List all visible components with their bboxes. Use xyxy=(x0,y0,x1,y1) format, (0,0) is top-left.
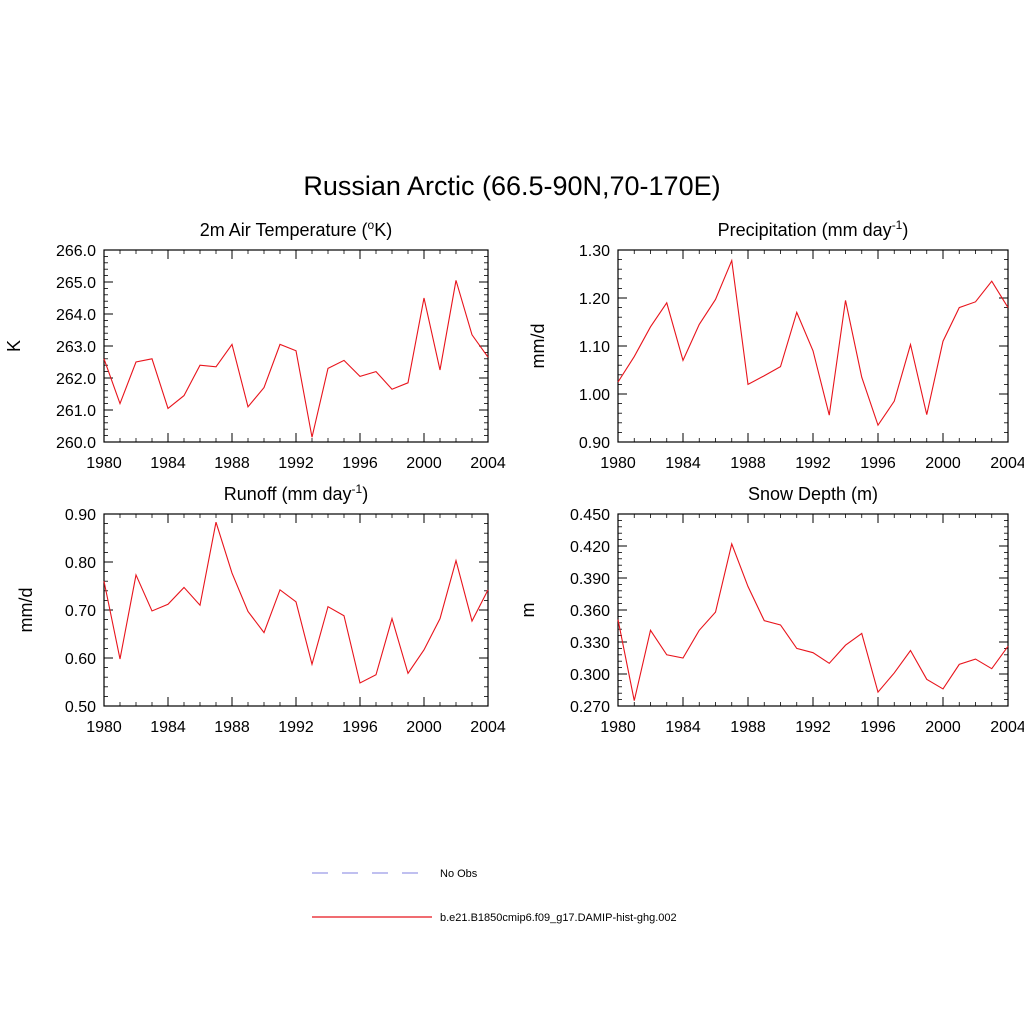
legend-label-1: No Obs xyxy=(440,868,478,880)
plot-frame xyxy=(103,513,489,707)
chart-title-superscript: -1 xyxy=(892,218,903,232)
y-axis-label: K xyxy=(4,340,24,352)
plot-frame xyxy=(617,249,1009,443)
y-tick-label: 266.0 xyxy=(56,243,96,260)
legend: No Obs b.e21.B1850cmip6.f09_g17.DAMIP-his… xyxy=(312,868,677,924)
chart-panel-4: 1980 1984 1988 1992 1996 2000 2004 0.270 0.300 0.… xyxy=(518,484,1024,736)
x-tick-label: 1996 xyxy=(860,455,896,472)
y-axis-label: m xyxy=(518,603,538,618)
x-tick-label: 1984 xyxy=(150,455,186,472)
x-tick-label: 1992 xyxy=(795,455,831,472)
y-tick-label: 1.30 xyxy=(579,243,610,260)
chart-title-tail: K) xyxy=(374,220,392,240)
x-tick-label: 1980 xyxy=(600,455,636,472)
x-tick-label: 1992 xyxy=(278,455,314,472)
x-tick-label: 2000 xyxy=(925,719,961,736)
y-axis-label: mm/d xyxy=(16,588,36,633)
y-tick-label: 0.90 xyxy=(65,507,96,524)
page-title: Russian Arctic (66.5-90N,70-170E) xyxy=(303,171,720,201)
x-tick-label: 1996 xyxy=(342,455,378,472)
plot-frame xyxy=(617,513,1009,707)
y-tick-label: 0.60 xyxy=(65,651,96,668)
y-tick-label: 1.10 xyxy=(579,339,610,356)
chart-title-main: Precipitation (mm day xyxy=(718,220,892,240)
x-tick-label: 2000 xyxy=(406,719,442,736)
y-tick-label: 261.0 xyxy=(56,403,96,420)
y-tick-label: 0.360 xyxy=(570,603,610,620)
x-tick-label: 2004 xyxy=(470,719,506,736)
x-tick-label: 1988 xyxy=(214,455,250,472)
chart-panel-1: 1980 1984 1988 1992 1996 2000 2004 260.0 261.0 26… xyxy=(4,218,506,472)
chart-title: 2m Air Temperature (oK) xyxy=(200,218,392,240)
chart-title-superscript: o xyxy=(368,218,375,232)
x-tick-label: 1980 xyxy=(86,719,122,736)
chart-title: Precipitation (mm day-1) xyxy=(718,218,909,240)
y-axis-label: mm/d xyxy=(528,324,548,369)
y-tick-label: 260.0 xyxy=(56,435,96,452)
series-line-1 xyxy=(617,542,1009,701)
x-tick-label: 2004 xyxy=(990,455,1024,472)
chart-title-superscript: -1 xyxy=(352,482,363,496)
y-tick-label: 0.270 xyxy=(570,699,610,716)
chart-title-main: Snow Depth (m) xyxy=(748,484,878,504)
x-tick-label: 1980 xyxy=(600,719,636,736)
chart-title-main: Runoff (mm day xyxy=(224,484,352,504)
x-tick-label: 2004 xyxy=(990,719,1024,736)
chart-panel-2: 1980 1984 1988 1992 1996 2000 2004 0.90 1.00 1.10… xyxy=(528,218,1024,472)
chart-panel-3: 1980 1984 1988 1992 1996 2000 2004 0.50 0.60 0.70… xyxy=(16,482,506,736)
chart-title-main: 2m Air Temperature ( xyxy=(200,220,368,240)
y-tick-label: 0.80 xyxy=(65,555,96,572)
y-tick-label: 1.00 xyxy=(579,387,610,404)
chart-title: Snow Depth (m) xyxy=(748,484,878,504)
plot-frame xyxy=(103,249,489,443)
x-tick-label: 1984 xyxy=(150,719,186,736)
series-line-1 xyxy=(617,258,1009,427)
y-tick-label: 1.20 xyxy=(579,291,610,308)
y-tick-label: 0.450 xyxy=(570,507,610,524)
y-tick-label: 0.300 xyxy=(570,667,610,684)
x-tick-label: 1996 xyxy=(342,719,378,736)
series-line-1 xyxy=(103,521,489,684)
y-tick-label: 0.70 xyxy=(65,603,96,620)
x-tick-label: 2000 xyxy=(406,455,442,472)
y-tick-label: 0.90 xyxy=(579,435,610,452)
y-tick-label: 0.50 xyxy=(65,699,96,716)
y-tick-label: 262.0 xyxy=(56,371,96,388)
x-tick-label: 1984 xyxy=(665,455,701,472)
x-tick-label: 1992 xyxy=(795,719,831,736)
chart-title-tail: ) xyxy=(362,484,368,504)
x-tick-label: 1984 xyxy=(665,719,701,736)
x-tick-label: 1988 xyxy=(730,719,766,736)
x-tick-label: 1988 xyxy=(214,719,250,736)
chart-title: Runoff (mm day-1) xyxy=(224,482,368,504)
y-tick-label: 0.330 xyxy=(570,635,610,652)
x-tick-label: 2004 xyxy=(470,455,506,472)
series-line-1 xyxy=(103,280,489,438)
legend-label-2: b.e21.B1850cmip6.f09_g17.DAMIP-hist-ghg.… xyxy=(440,912,677,924)
chart-title-tail: ) xyxy=(902,220,908,240)
x-tick-label: 1996 xyxy=(860,719,896,736)
y-tick-label: 264.0 xyxy=(56,307,96,324)
x-tick-label: 1980 xyxy=(86,455,122,472)
x-tick-label: 2000 xyxy=(925,455,961,472)
x-tick-label: 1988 xyxy=(730,455,766,472)
y-tick-label: 263.0 xyxy=(56,339,96,356)
x-tick-label: 1992 xyxy=(278,719,314,736)
y-tick-label: 265.0 xyxy=(56,275,96,292)
y-tick-label: 0.420 xyxy=(570,539,610,556)
y-tick-label: 0.390 xyxy=(570,571,610,588)
